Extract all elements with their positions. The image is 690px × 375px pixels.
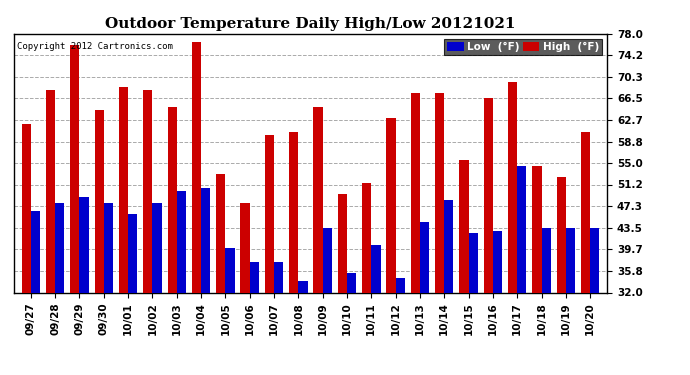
Bar [152, 202, 161, 292]
Bar [371, 245, 381, 292]
Bar [128, 214, 137, 292]
Bar [469, 233, 477, 292]
Legend: Low  (°F), High  (°F): Low (°F), High (°F) [444, 39, 602, 55]
Bar [144, 90, 152, 292]
Bar [226, 248, 235, 292]
Bar [46, 90, 55, 292]
Bar [323, 228, 332, 292]
Bar [542, 228, 551, 292]
Bar [420, 222, 429, 292]
Bar [119, 87, 128, 292]
Bar [192, 42, 201, 292]
Bar [79, 197, 89, 292]
Bar [444, 200, 453, 292]
Bar [386, 118, 395, 292]
Bar [265, 135, 274, 292]
Bar [347, 273, 356, 292]
Bar [70, 45, 79, 292]
Bar [250, 262, 259, 292]
Bar [201, 188, 210, 292]
Text: Copyright 2012 Cartronics.com: Copyright 2012 Cartronics.com [17, 42, 172, 51]
Bar [493, 231, 502, 292]
Bar [508, 82, 518, 292]
Bar [484, 99, 493, 292]
Bar [435, 93, 444, 292]
Bar [104, 202, 113, 292]
Bar [55, 202, 64, 292]
Bar [362, 183, 371, 292]
Bar [557, 177, 566, 292]
Bar [168, 107, 177, 292]
Bar [298, 281, 308, 292]
Bar [289, 132, 298, 292]
Bar [274, 262, 284, 292]
Bar [95, 110, 103, 292]
Bar [216, 174, 226, 292]
Bar [518, 166, 526, 292]
Bar [31, 211, 40, 292]
Bar [581, 132, 590, 292]
Bar [337, 194, 347, 292]
Bar [590, 228, 600, 292]
Bar [395, 278, 405, 292]
Bar [240, 202, 250, 292]
Bar [21, 124, 31, 292]
Title: Outdoor Temperature Daily High/Low 20121021: Outdoor Temperature Daily High/Low 20121… [106, 17, 515, 31]
Bar [460, 160, 469, 292]
Bar [532, 166, 542, 292]
Bar [566, 228, 575, 292]
Bar [313, 107, 323, 292]
Bar [177, 191, 186, 292]
Bar [411, 93, 420, 292]
